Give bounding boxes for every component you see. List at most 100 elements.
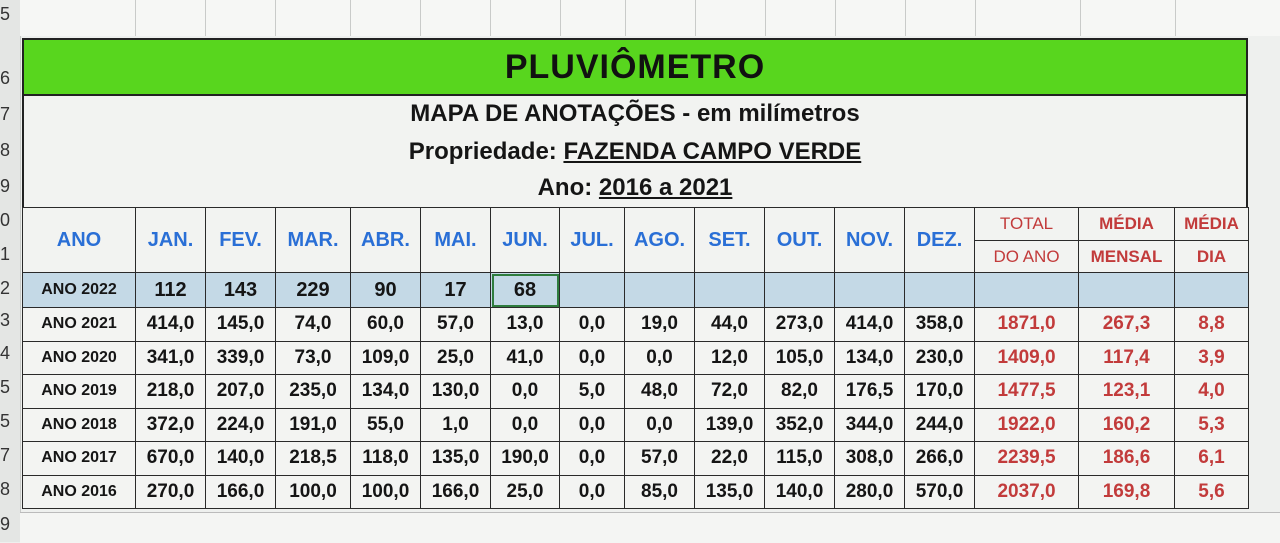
row-number[interactable]: 5 [0,411,11,431]
header-total-top[interactable]: TOTAL [974,207,1079,241]
month-value-cell[interactable]: 134,0 [350,374,421,409]
title-banner[interactable]: PLUVIÔMETRO [22,38,1248,96]
month-value-cell[interactable]: 570,0 [904,474,975,509]
header-month[interactable]: SET. [694,207,765,273]
month-value-cell[interactable]: 273,0 [764,307,835,342]
month-value-cell[interactable]: 0,0 [559,307,625,342]
month-value-cell[interactable]: 13,0 [490,307,560,342]
dia-cell[interactable]: 6,1 [1174,441,1249,476]
header-month[interactable]: FEV. [205,207,276,273]
month-value-cell[interactable]: 176,5 [834,374,905,409]
month-value-cell[interactable]: 166,0 [420,474,491,509]
dia-cell[interactable]: 5,3 [1174,407,1249,442]
total-cell[interactable]: 1477,5 [974,374,1079,409]
month-value-cell[interactable]: 230,0 [904,340,975,375]
year-label-cell[interactable]: ANO 2022 [22,272,136,308]
year-label-cell[interactable]: ANO 2016 [22,474,136,509]
month-value-cell[interactable]: 244,0 [904,407,975,442]
dia-cell[interactable]: 8,8 [1174,307,1249,342]
month-value-cell[interactable]: 109,0 [350,340,421,375]
subtitle-area[interactable]: MAPA DE ANOTAÇÕES - em milímetros Propri… [22,96,1248,208]
header-month[interactable]: DEZ. [904,207,975,273]
header-month[interactable]: JUN. [490,207,560,273]
row-number[interactable]: 2 [0,278,11,298]
month-value-cell[interactable]: 130,0 [420,374,491,409]
row-number[interactable]: 1 [0,244,11,264]
header-media-bottom[interactable]: MENSAL [1078,240,1175,273]
month-value-cell[interactable]: 352,0 [764,407,835,442]
month-value-cell[interactable]: 134,0 [834,340,905,375]
month-value-cell[interactable]: 1,0 [420,407,491,442]
month-value-cell[interactable]: 90 [350,272,421,308]
month-value-cell[interactable]: 341,0 [135,340,206,375]
header-month[interactable]: JUL. [559,207,625,273]
media-cell[interactable]: 186,6 [1078,441,1175,476]
dia-cell[interactable] [1174,272,1249,308]
month-value-cell[interactable]: 17 [420,272,491,308]
month-value-cell[interactable]: 372,0 [135,407,206,442]
month-value-cell[interactable] [559,272,625,308]
month-value-cell[interactable]: 57,0 [420,307,491,342]
year-label-cell[interactable]: ANO 2018 [22,407,136,442]
month-value-cell[interactable]: 218,5 [275,441,351,476]
month-value-cell[interactable]: 190,0 [490,441,560,476]
month-value-cell[interactable]: 55,0 [350,407,421,442]
month-value-cell[interactable]: 414,0 [834,307,905,342]
month-value-cell[interactable]: 0,0 [559,441,625,476]
header-month[interactable]: MAI. [420,207,491,273]
header-media-top[interactable]: MÉDIA [1078,207,1175,241]
row-number[interactable]: 5 [0,377,11,397]
month-value-cell[interactable]: 266,0 [904,441,975,476]
year-label-cell[interactable]: ANO 2017 [22,441,136,476]
month-value-cell[interactable]: 135,0 [694,474,765,509]
media-cell[interactable]: 160,2 [1078,407,1175,442]
month-value-cell[interactable]: 140,0 [764,474,835,509]
month-value-cell[interactable]: 270,0 [135,474,206,509]
header-month[interactable]: JAN. [135,207,206,273]
empty-row[interactable] [20,0,1280,36]
total-cell[interactable]: 1922,0 [974,407,1079,442]
month-value-cell[interactable]: 5,0 [559,374,625,409]
dia-cell[interactable]: 4,0 [1174,374,1249,409]
month-value-cell[interactable]: 48,0 [624,374,695,409]
header-month[interactable]: NOV. [834,207,905,273]
month-value-cell[interactable]: 135,0 [420,441,491,476]
row-number[interactable]: 8 [0,479,11,499]
header-ano[interactable]: ANO [22,207,136,273]
month-value-cell[interactable]: 25,0 [420,340,491,375]
media-cell[interactable]: 169,8 [1078,474,1175,509]
month-value-cell[interactable]: 74,0 [275,307,351,342]
month-value-cell[interactable]: 100,0 [350,474,421,509]
month-value-cell[interactable]: 118,0 [350,441,421,476]
month-value-cell[interactable]: 170,0 [904,374,975,409]
media-cell[interactable]: 267,3 [1078,307,1175,342]
month-value-cell[interactable]: 72,0 [694,374,765,409]
row-number[interactable]: 3 [0,310,11,330]
month-value-cell[interactable]: 100,0 [275,474,351,509]
year-label-cell[interactable]: ANO 2019 [22,374,136,409]
month-value-cell[interactable]: 12,0 [694,340,765,375]
month-value-cell[interactable]: 140,0 [205,441,276,476]
row-number[interactable]: 7 [0,104,11,124]
month-value-cell[interactable]: 308,0 [834,441,905,476]
month-value-cell[interactable]: 0,0 [559,340,625,375]
header-total-bottom[interactable]: DO ANO [974,240,1079,273]
media-cell[interactable]: 117,4 [1078,340,1175,375]
row-number[interactable]: 6 [0,68,11,88]
dia-cell[interactable]: 3,9 [1174,340,1249,375]
month-value-cell[interactable]: 41,0 [490,340,560,375]
month-value-cell[interactable]: 0,0 [490,374,560,409]
month-value-cell[interactable]: 85,0 [624,474,695,509]
header-dia-bottom[interactable]: DIA [1174,240,1249,273]
month-value-cell[interactable]: 25,0 [490,474,560,509]
month-value-cell[interactable]: 235,0 [275,374,351,409]
media-cell[interactable] [1078,272,1175,308]
month-value-cell[interactable] [694,272,765,308]
month-value-cell[interactable]: 166,0 [205,474,276,509]
month-value-cell[interactable]: 670,0 [135,441,206,476]
year-label-cell[interactable]: ANO 2020 [22,340,136,375]
row-number[interactable]: 8 [0,140,11,160]
row-number[interactable]: 5 [0,4,11,24]
total-cell[interactable]: 1409,0 [974,340,1079,375]
total-cell[interactable]: 2239,5 [974,441,1079,476]
